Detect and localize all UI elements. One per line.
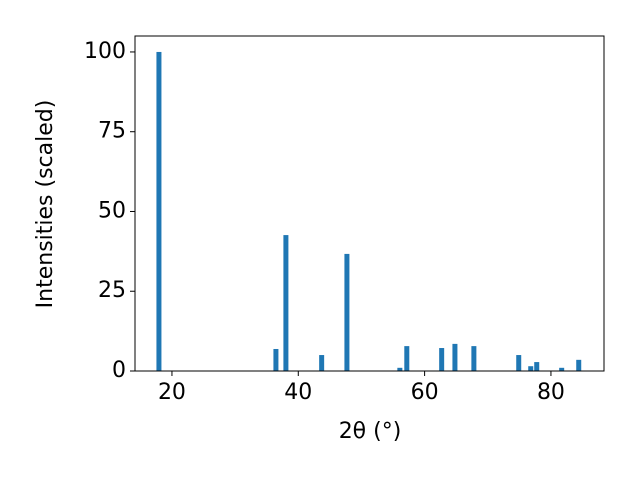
bar [156, 51, 162, 371]
x-tick-label: 20 [158, 380, 186, 405]
y-tick-label: 25 [98, 278, 126, 303]
y-tick-label: 0 [112, 358, 126, 383]
bar [452, 343, 458, 371]
bar [516, 355, 522, 371]
x-tick-label: 60 [411, 380, 439, 405]
bar [283, 235, 289, 371]
y-axis-label: Intensities (scaled) [33, 100, 58, 309]
bar [397, 367, 403, 371]
bar [273, 348, 279, 371]
bar [471, 346, 477, 371]
bar [576, 359, 582, 371]
bar [534, 362, 540, 371]
bar [319, 355, 325, 371]
bar [344, 253, 350, 371]
x-tick-label: 40 [284, 380, 312, 405]
y-tick-label: 50 [98, 198, 126, 223]
y-tick-label: 100 [84, 39, 126, 64]
plot-frame [134, 35, 605, 372]
x-tick-label: 80 [537, 380, 565, 405]
y-tick-label: 75 [98, 119, 126, 144]
bar [439, 348, 445, 371]
bar [528, 366, 534, 371]
x-axis-label: 2θ (°) [339, 419, 402, 444]
bar [404, 346, 410, 371]
bar [559, 367, 565, 371]
